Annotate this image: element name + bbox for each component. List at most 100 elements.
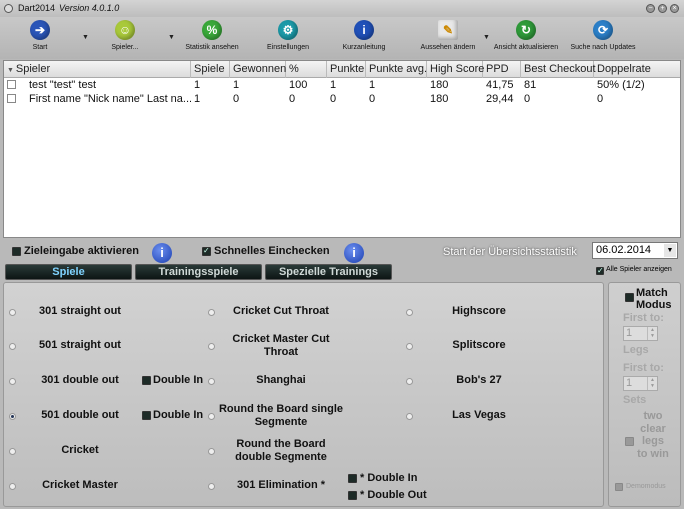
table-cell: test "test" test [29, 79, 97, 91]
game-radio[interactable] [9, 309, 16, 316]
title-bar: Dart2014 Version 4.0.1.0 − + × [0, 0, 684, 17]
elim-double-out-checkbox[interactable] [348, 491, 357, 500]
game-label: 301 Elimination * [236, 479, 326, 491]
game-radio[interactable] [208, 378, 215, 385]
table-cell: 81 [524, 79, 537, 91]
column-header[interactable]: Gewonnen [230, 61, 286, 78]
toolbar-label: Kurzanleitung [342, 44, 386, 51]
column-label: Punkte [330, 63, 365, 75]
game-radio[interactable] [208, 413, 215, 420]
chevron-down-icon[interactable]: ▼ [664, 244, 676, 257]
double-in-label: Double In [153, 374, 204, 386]
game-radio[interactable] [9, 378, 16, 385]
game-radio[interactable] [208, 309, 215, 316]
column-label: % [289, 63, 299, 75]
first-to-legs-label: First to: [623, 312, 664, 324]
date-value: 06.02.2014 [596, 244, 652, 256]
quick-checkin-checkbox[interactable] [202, 246, 211, 256]
table-cell: 1 [194, 93, 201, 105]
double-in-checkbox[interactable] [142, 411, 151, 420]
chevron-down-icon[interactable]: ▼ [82, 34, 89, 41]
elim-double-in-checkbox[interactable] [348, 474, 357, 483]
column-header[interactable]: Best Checkout [521, 61, 596, 78]
toolbar-button-5[interactable]: ✎ Aussehen ändern [411, 20, 485, 52]
minimize-icon[interactable]: − [646, 4, 655, 13]
game-radio[interactable] [9, 413, 16, 420]
game-radio[interactable] [9, 448, 16, 455]
game-label: Cricket Master [42, 479, 118, 491]
game-radio[interactable] [406, 378, 413, 385]
toolbar-button-2[interactable]: % Statistik ansehen [175, 20, 249, 52]
toolbar-button-7[interactable]: ⟳ Suche nach Updates [566, 20, 640, 52]
info-icon: i [354, 20, 374, 40]
toolbar-label: Einstellungen [266, 44, 310, 51]
game-radio[interactable] [208, 448, 215, 455]
table-row[interactable]: test "test" test 1 1 100 1 1 180 41,75 81 50% (1/… [4, 78, 680, 92]
toolbar-button-0[interactable]: ➔ Start [3, 20, 77, 52]
column-header[interactable]: Punkte [327, 61, 366, 78]
game-radio[interactable] [406, 309, 413, 316]
legs-value: 1 [626, 327, 633, 339]
game-radio[interactable] [208, 483, 215, 490]
game-label: Round the Board double Segmente [235, 438, 327, 463]
player-table: ▼ Spieler Spiele Gewonnen% Punkte Punkte avg… [3, 60, 682, 238]
chevron-down-icon[interactable]: ▼ [483, 34, 490, 41]
window-title: Dart2014 [18, 3, 56, 13]
target-input-checkbox[interactable] [12, 247, 21, 256]
row-checkbox[interactable] [7, 94, 16, 103]
toolbar-button-3[interactable]: ⚙ Einstellungen [251, 20, 325, 52]
game-radio[interactable] [9, 483, 16, 490]
show-all-players-checkbox[interactable] [596, 266, 604, 275]
tab-trainingsspiele[interactable]: Trainingsspiele [135, 264, 262, 280]
game-radio[interactable] [208, 343, 215, 350]
toolbar-button-6[interactable]: ↻ Ansicht aktualisieren [489, 20, 563, 52]
game-radio[interactable] [406, 343, 413, 350]
table-header: ▼ Spieler Spiele Gewonnen% Punkte Punkte avg… [4, 61, 682, 78]
table-cell: 0 [233, 93, 240, 105]
demo-mode-label: Demomodus [626, 483, 666, 490]
column-header[interactable]: Punkte avg. [366, 61, 427, 78]
legs-stepper[interactable]: 1 ▲ ▼ [623, 326, 658, 341]
table-row[interactable]: First name "Nick name" Last na... 1 0 0 0 0 18… [4, 92, 680, 106]
info-icon[interactable]: i [152, 243, 172, 263]
stats-start-date-picker[interactable]: 06.02.2014 ▼ [592, 242, 678, 259]
match-mode-checkbox[interactable] [625, 293, 634, 302]
user-icon: ☺ [115, 20, 135, 40]
table-cell: 100 [289, 79, 308, 91]
table-cell: 1 [233, 79, 240, 91]
table-cell: 1 [194, 79, 201, 91]
table-cell: 180 [430, 79, 449, 91]
two-clear-legs-checkbox[interactable] [625, 437, 634, 446]
column-label: PPD [486, 63, 509, 75]
toolbar-button-4[interactable]: i Kurzanleitung [327, 20, 401, 52]
match-mode-label: Match Modus [636, 287, 672, 311]
toolbar-button-1[interactable]: ☺ Spieler... [88, 20, 162, 52]
target-input-label: Zieleingabe aktivieren [24, 245, 139, 257]
quick-checkin-label: Schnelles Einchecken [214, 245, 330, 257]
toolbar-label: Suche nach Updates [570, 44, 636, 51]
column-header[interactable]: % [286, 61, 327, 78]
tab-spezielle-trainings[interactable]: Spezielle Trainings [265, 264, 392, 280]
toolbar-label: Ansicht aktualisieren [493, 44, 559, 51]
close-icon[interactable]: × [670, 4, 679, 13]
column-header[interactable]: Spiele [191, 61, 230, 78]
demo-mode-checkbox[interactable] [615, 483, 623, 491]
table-cell: 0 [524, 93, 531, 105]
column-label: Doppelrate [597, 63, 651, 75]
game-radio[interactable] [406, 413, 413, 420]
game-radio[interactable] [9, 343, 16, 350]
sets-stepper[interactable]: 1 ▲ ▼ [623, 376, 658, 391]
column-header[interactable]: PPD [483, 61, 521, 78]
chevron-down-icon[interactable]: ▼ [168, 34, 175, 41]
tab-spiele[interactable]: Spiele [5, 264, 132, 280]
row-checkbox[interactable] [7, 80, 16, 89]
column-header[interactable]: ▼ Spieler [4, 61, 191, 78]
table-cell: 180 [430, 93, 449, 105]
table-cell: 1 [369, 79, 376, 91]
column-header[interactable]: Doppelrate [594, 61, 682, 78]
maximize-icon[interactable]: + [658, 4, 667, 13]
double-in-checkbox[interactable] [142, 376, 151, 385]
legs-label: Legs [623, 344, 649, 356]
info-icon[interactable]: i [344, 243, 364, 263]
column-header[interactable]: High Score [427, 61, 484, 78]
